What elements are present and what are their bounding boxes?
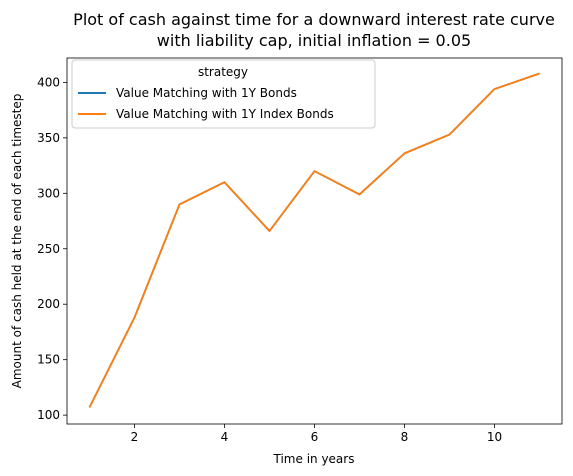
legend-entry-bonds: Value Matching with 1Y Bonds (116, 86, 297, 100)
y-axis: 100 150 200 250 300 350 400 (37, 75, 67, 422)
y-tick-label: 400 (37, 75, 60, 89)
x-tick-label: 2 (131, 430, 139, 444)
series-line-index-bonds (88, 72, 540, 408)
y-tick-label: 200 (37, 297, 60, 311)
x-tick-label: 6 (311, 430, 319, 444)
y-tick-label: 350 (37, 131, 60, 145)
legend-frame (71, 59, 376, 129)
x-tick-label: 8 (401, 430, 409, 444)
legend: strategy Value Matching with 1Y Bonds Va… (71, 59, 376, 129)
legend-entry-index-bonds: Value Matching with 1Y Index Bonds (116, 107, 334, 121)
y-tick-label: 300 (37, 186, 60, 200)
chart-title-line-1: Plot of cash against time for a downward… (73, 10, 555, 29)
y-tick-label: 100 (37, 408, 60, 422)
x-tick-label: 4 (221, 430, 229, 444)
x-axis: 2 4 6 8 10 (131, 424, 502, 444)
series-lines (88, 72, 540, 408)
y-tick-label: 250 (37, 242, 60, 256)
y-axis-label: Amount of cash held at the end of each t… (10, 94, 24, 389)
chart-title-line-2: with liability cap, initial inflation = … (157, 31, 471, 50)
y-tick-label: 150 (37, 353, 60, 367)
legend-title: strategy (198, 65, 248, 79)
x-tick-label: 10 (487, 430, 502, 444)
x-axis-label: Time in years (273, 452, 355, 466)
